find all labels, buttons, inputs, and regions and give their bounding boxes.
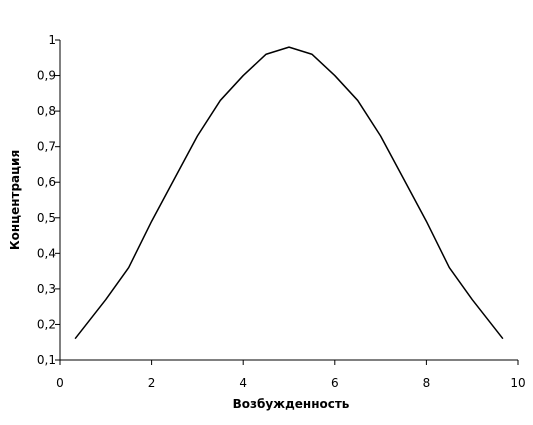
y-tick-label: 0,9 (37, 69, 56, 83)
y-tick-label: 0,8 (37, 104, 56, 118)
x-axis-title: Возбужденность (233, 397, 350, 411)
y-tick-label: 0,7 (37, 140, 56, 154)
y-tick-label: 0,6 (37, 175, 56, 189)
x-tick-label: 0 (56, 376, 64, 390)
y-tick-label: 0,1 (37, 353, 56, 367)
x-tick-label: 8 (423, 376, 431, 390)
y-tick-label: 1 (48, 33, 56, 47)
x-tick-label: 2 (148, 376, 156, 390)
y-tick-label: 0,4 (37, 246, 56, 260)
y-axis-title: Концентрация (8, 150, 22, 250)
x-tick-label: 4 (239, 376, 247, 390)
y-tick-label: 0,2 (37, 317, 56, 331)
line (74, 46, 504, 340)
y-tick-label: 0,5 (37, 211, 56, 225)
x-tick-label: 6 (331, 376, 339, 390)
y-tick-label: 0,3 (37, 282, 56, 296)
x-tick-label: 10 (510, 376, 525, 390)
